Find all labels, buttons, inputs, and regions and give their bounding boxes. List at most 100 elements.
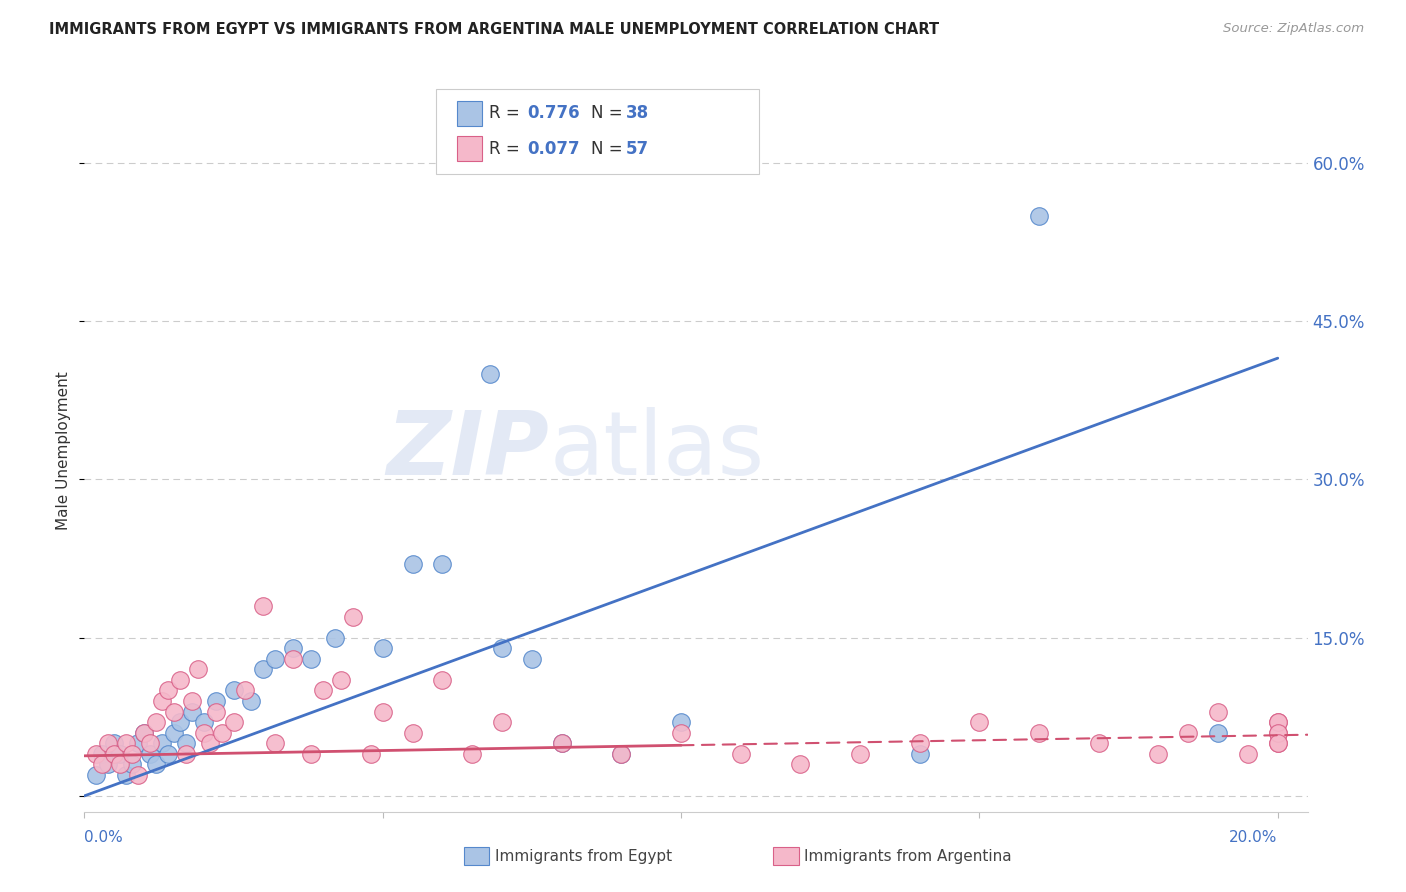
Point	[1028, 209, 1050, 223]
Point	[115, 768, 138, 782]
Point	[1028, 725, 1050, 739]
Point	[193, 714, 215, 729]
Text: Source: ZipAtlas.com: Source: ZipAtlas.com	[1223, 22, 1364, 36]
Point	[127, 768, 149, 782]
Point	[103, 747, 125, 761]
Point	[342, 609, 364, 624]
Text: 57: 57	[626, 140, 648, 158]
Text: 0.077: 0.077	[527, 140, 579, 158]
Point	[551, 736, 574, 750]
Point	[127, 736, 149, 750]
Point	[491, 714, 513, 729]
Point	[283, 652, 305, 666]
Point	[610, 747, 633, 761]
Text: R =: R =	[489, 104, 526, 122]
Point	[969, 714, 991, 729]
Point	[121, 757, 143, 772]
Point	[115, 736, 138, 750]
Point	[908, 747, 931, 761]
Point	[163, 725, 186, 739]
Point	[180, 694, 202, 708]
Point	[1087, 736, 1109, 750]
Point	[163, 705, 186, 719]
Point	[1267, 714, 1289, 729]
Point	[169, 714, 191, 729]
Point	[235, 683, 257, 698]
Point	[849, 747, 872, 761]
Point	[401, 725, 423, 739]
Point	[299, 652, 322, 666]
Point	[461, 747, 484, 761]
Point	[1267, 725, 1289, 739]
Point	[432, 673, 454, 687]
Point	[908, 736, 931, 750]
Point	[329, 673, 352, 687]
Text: IMMIGRANTS FROM EGYPT VS IMMIGRANTS FROM ARGENTINA MALE UNEMPLOYMENT CORRELATION: IMMIGRANTS FROM EGYPT VS IMMIGRANTS FROM…	[49, 22, 939, 37]
Point	[1237, 747, 1260, 761]
Point	[108, 757, 131, 772]
Point	[174, 736, 197, 750]
Point	[169, 673, 191, 687]
Text: 38: 38	[626, 104, 648, 122]
Point	[312, 683, 335, 698]
Point	[187, 662, 209, 676]
Point	[252, 599, 274, 613]
Text: N =: N =	[591, 140, 627, 158]
Point	[174, 747, 197, 761]
Point	[283, 641, 305, 656]
Point	[132, 725, 155, 739]
Point	[103, 736, 125, 750]
Point	[204, 705, 226, 719]
Point	[132, 725, 155, 739]
Point	[1147, 747, 1170, 761]
Point	[211, 725, 233, 739]
Point	[150, 736, 173, 750]
Point	[479, 367, 502, 381]
Text: 20.0%: 20.0%	[1229, 830, 1278, 845]
Point	[401, 557, 423, 571]
Point	[730, 747, 752, 761]
Text: N =: N =	[591, 104, 627, 122]
Point	[156, 747, 179, 761]
Point	[669, 714, 692, 729]
Point	[145, 714, 167, 729]
Point	[1206, 705, 1229, 719]
Point	[323, 631, 346, 645]
Point	[97, 757, 120, 772]
Y-axis label: Male Unemployment: Male Unemployment	[56, 371, 72, 530]
Text: ZIP: ZIP	[387, 407, 550, 494]
Point	[139, 747, 162, 761]
Point	[84, 747, 107, 761]
Point	[198, 736, 221, 750]
Point	[1267, 714, 1289, 729]
Point	[491, 641, 513, 656]
Point	[121, 747, 143, 761]
Text: 0.776: 0.776	[527, 104, 579, 122]
Point	[145, 757, 167, 772]
Point	[669, 725, 692, 739]
Point	[264, 652, 287, 666]
Point	[299, 747, 322, 761]
Point	[240, 694, 263, 708]
Point	[610, 747, 633, 761]
Text: atlas: atlas	[550, 407, 765, 494]
Point	[193, 725, 215, 739]
Point	[789, 757, 811, 772]
Point	[371, 641, 394, 656]
Text: 0.0%: 0.0%	[84, 830, 124, 845]
Point	[1267, 736, 1289, 750]
Point	[1206, 725, 1229, 739]
Point	[1177, 725, 1199, 739]
Text: Immigrants from Egypt: Immigrants from Egypt	[495, 849, 672, 863]
Point	[222, 683, 245, 698]
Point	[252, 662, 274, 676]
Point	[360, 747, 382, 761]
Point	[97, 736, 120, 750]
Point	[1267, 725, 1289, 739]
Point	[204, 694, 226, 708]
Point	[91, 747, 114, 761]
Point	[371, 705, 394, 719]
Point	[156, 683, 179, 698]
Point	[91, 757, 114, 772]
Point	[264, 736, 287, 750]
